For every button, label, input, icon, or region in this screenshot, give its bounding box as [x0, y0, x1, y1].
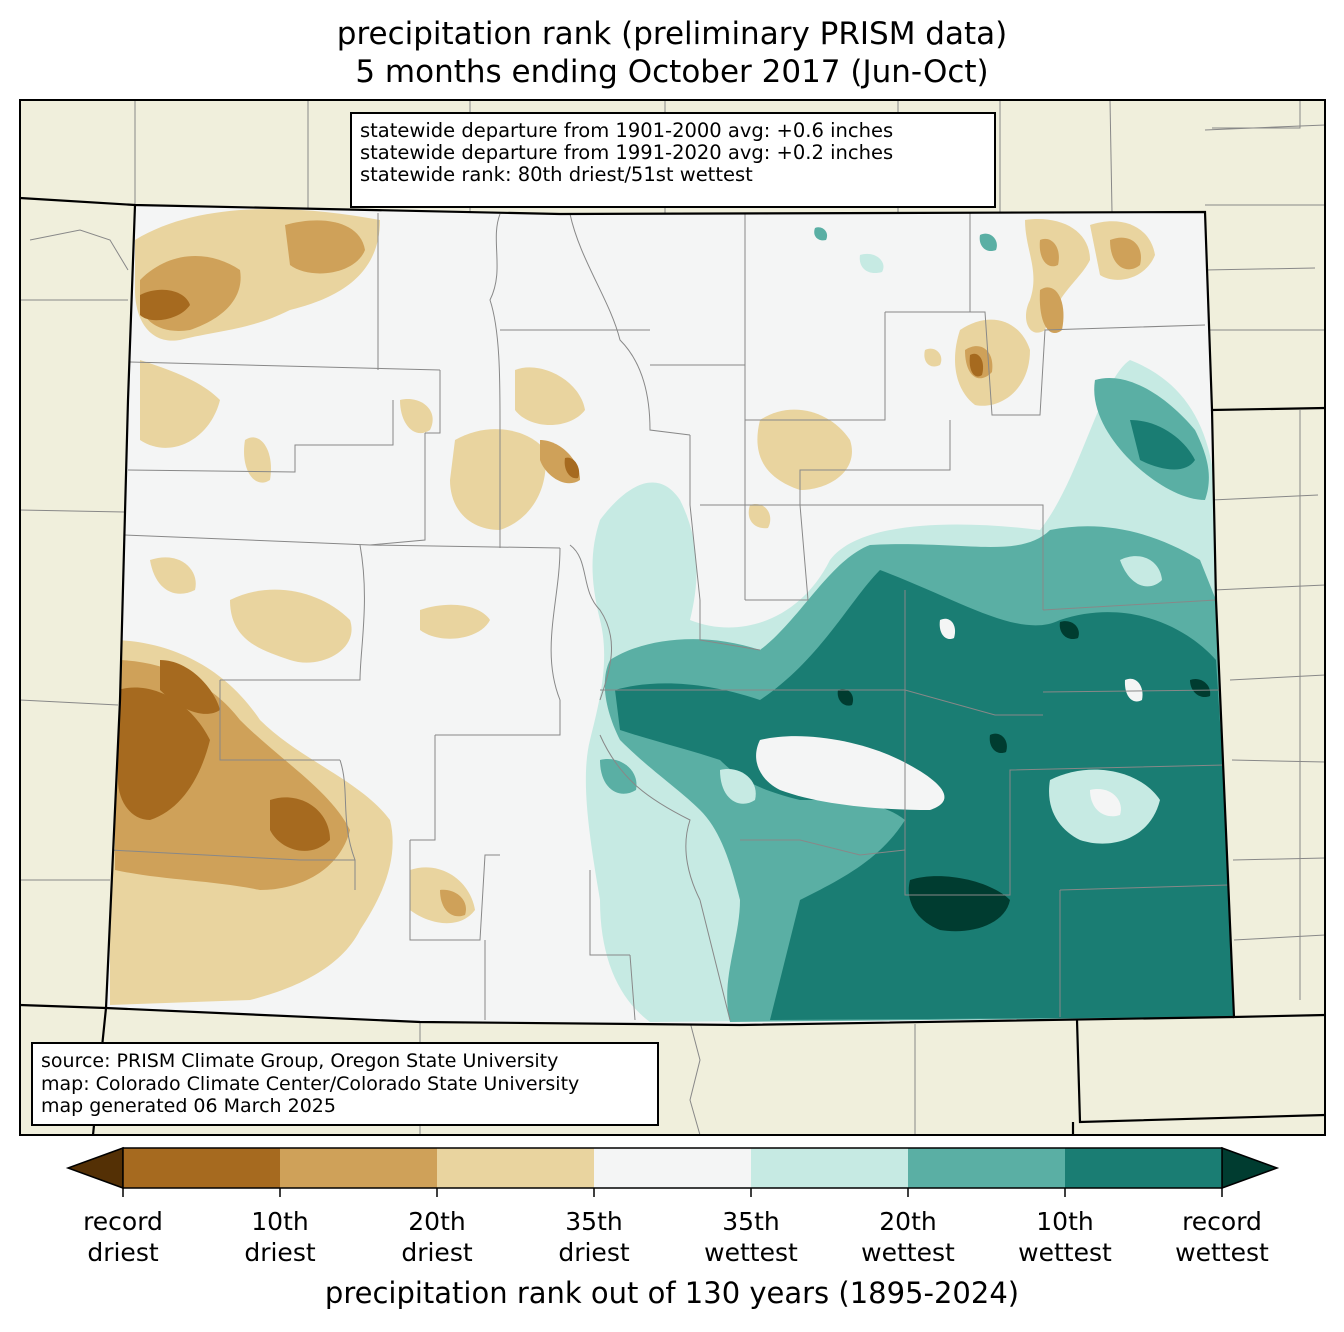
tick-label-line1: 20th	[879, 1207, 937, 1236]
credits-line-3: map generated 06 March 2025	[41, 1095, 336, 1117]
map-title-line1: precipitation rank (preliminary PRISM da…	[336, 16, 1008, 52]
colorbar-bin	[123, 1148, 281, 1188]
county-lines	[109, 212, 1231, 1021]
colorbar-border	[122, 1147, 1223, 1189]
statewide-stats-box: statewide departure from 1901-2000 avg: …	[350, 112, 996, 208]
colorbar-tick-label: 35th driest	[514, 1206, 674, 1268]
colorbar-bin	[908, 1148, 1066, 1188]
tick-label-line1: 20th	[408, 1207, 466, 1236]
tick-label-line2: wettest	[861, 1238, 955, 1267]
colorbar-tick-label: record wettest	[1142, 1206, 1302, 1268]
state-boundaries	[19, 196, 1326, 1136]
tick-label-line2: driest	[244, 1238, 316, 1267]
colorbar-bin	[437, 1148, 595, 1188]
colorbar-tick-label: 20th driest	[357, 1206, 517, 1268]
stats-line-3: statewide rank: 80th driest/51st wettest	[360, 163, 753, 186]
tick-label-line1: record	[1182, 1207, 1262, 1236]
tick-label-line1: record	[83, 1207, 163, 1236]
tick-label-line1: 35th	[565, 1207, 623, 1236]
colorbar	[65, 1146, 1280, 1197]
colorbar-tick-label: 10th driest	[200, 1206, 360, 1268]
credits-box: source: PRISM Climate Group, Oregon Stat…	[31, 1042, 659, 1126]
map-frame	[19, 99, 1326, 1136]
tick-label-line2: driest	[87, 1238, 159, 1267]
tick-label-line2: wettest	[704, 1238, 798, 1267]
colorbar-extend-high	[1221, 1146, 1280, 1190]
tick-label-line1: 10th	[1036, 1207, 1094, 1236]
colorbar-extend-low	[65, 1146, 124, 1190]
colorbar-bin	[751, 1148, 909, 1188]
tick-label-line2: wettest	[1175, 1238, 1269, 1267]
tick-label-line2: driest	[401, 1238, 473, 1267]
tick-label-line2: wettest	[1018, 1238, 1112, 1267]
tick-label-line1: 35th	[722, 1207, 780, 1236]
colorbar-tick-label: 35th wettest	[671, 1206, 831, 1268]
credits-line-2: map: Colorado Climate Center/Colorado St…	[41, 1072, 580, 1095]
colorbar-title: precipitation rank out of 130 years (189…	[324, 1276, 1020, 1310]
colorbar-tick-label: 10th wettest	[985, 1206, 1145, 1268]
colorbar-bin	[1065, 1148, 1223, 1188]
tick-label-line1: 10th	[251, 1207, 309, 1236]
stats-line-2: statewide departure from 1991-2020 avg: …	[360, 141, 894, 164]
colorbar-bin	[594, 1148, 752, 1188]
colorbar-tick-label: 20th wettest	[828, 1206, 988, 1268]
colorbar-bin	[280, 1148, 438, 1188]
stats-line-1: statewide departure from 1901-2000 avg: …	[360, 119, 894, 142]
credits-line-1: source: PRISM Climate Group, Oregon Stat…	[41, 1050, 559, 1072]
colorbar-tick-label: record driest	[43, 1206, 203, 1268]
map-title-line2: 5 months ending October 2017 (Jun-Oct)	[355, 54, 989, 90]
tick-label-line2: driest	[558, 1238, 630, 1267]
